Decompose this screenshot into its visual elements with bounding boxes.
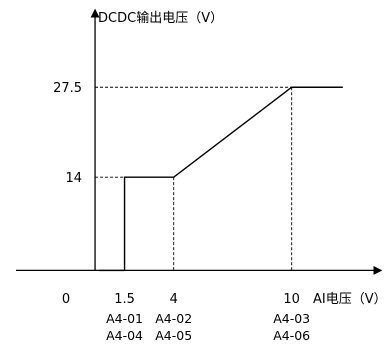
origin-label: 0 [62,292,70,307]
x-tick-parameter: A4-06 [273,328,310,343]
x-tick-parameter: A4-02 [155,311,192,326]
y-tick-label: 14 [66,171,83,186]
y-axis-title: DCDC输出电压（V） [98,10,223,26]
x-axis-title: AI电压（V） [313,292,387,307]
y-tick-label: 27.5 [53,81,82,96]
x-tick-label: 4 [170,292,178,307]
x-tick-parameter: A4-05 [155,328,192,343]
x-tick-parameter: A4-04 [106,328,143,343]
tick-layer: 14 27.5 1.5 A4-01 A4-04 4 A4-02 A4-05 10 A4-03 A4-… [53,81,310,343]
x-tick-parameter: A4-03 [273,311,310,326]
dcdc-output-series-line [123,86,343,271]
x-tick-parameter: A4-01 [106,311,143,326]
x-tick-label: 1.5 [114,292,135,307]
guide-layer [95,86,293,271]
series-layer [98,86,343,272]
x-tick-label: 10 [283,292,300,307]
